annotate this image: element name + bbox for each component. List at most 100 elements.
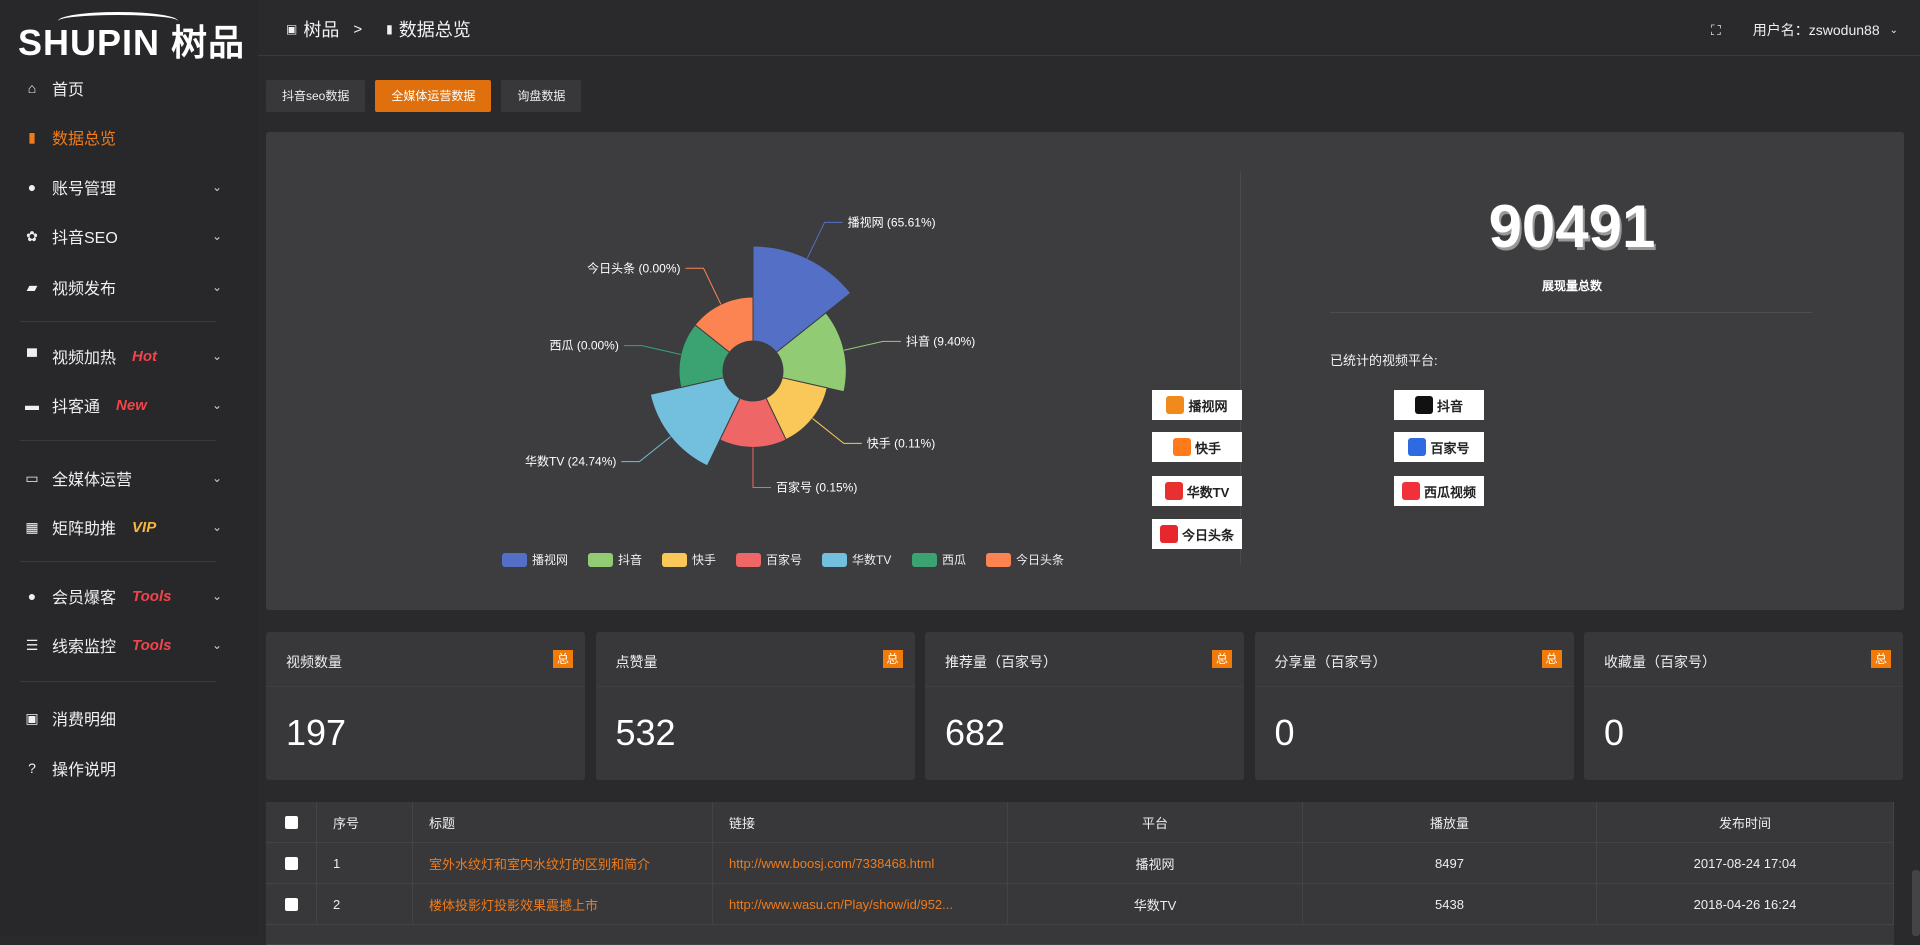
legend-label: 百家号: [766, 552, 802, 567]
row-checkbox[interactable]: [284, 856, 298, 870]
logo[interactable]: SHUPIN 树品: [18, 12, 245, 66]
rose-slice[interactable]: [719, 397, 787, 448]
divider: [1330, 312, 1812, 313]
divider: [20, 681, 216, 682]
legend-swatch: [588, 553, 613, 567]
chevron-down-icon[interactable]: ⌄: [211, 229, 222, 243]
column-header[interactable]: 平台: [1141, 815, 1168, 831]
sidebar-item[interactable]: ▮ 数据总览: [0, 117, 258, 157]
monitor-icon: ▭: [25, 469, 39, 486]
sidebar-item-label: 消费明细: [52, 712, 117, 729]
chevron-down-icon[interactable]: ⌄: [211, 349, 222, 363]
grid-icon: ▦: [25, 518, 39, 535]
sidebar-item[interactable]: ▰ 视频发布 ⌄: [0, 267, 258, 307]
user-menu[interactable]: ⛶ 用户名：zswodun88 ⌄: [1711, 20, 1898, 40]
stat-value: 682: [945, 712, 1006, 753]
chat-icon: ▬: [25, 397, 39, 413]
table-cell: 8497: [1435, 855, 1464, 871]
tab-douyin-seo[interactable]: 抖音seo数据: [266, 80, 366, 112]
sidebar-item[interactable]: ☰ 线索监控 Tools ⌄: [0, 625, 258, 665]
table-header: 序号 标题 链接 平台 播放量 发布时间: [266, 802, 1894, 843]
row-checkbox[interactable]: [284, 815, 298, 829]
sidebar-item[interactable]: ✿ 抖音SEO ⌄: [0, 216, 258, 256]
slice-label: 华数TV (24.74%): [525, 454, 616, 469]
chevron-down-icon[interactable]: ⌄: [211, 589, 222, 603]
bar-chart-icon: ▮: [28, 128, 36, 145]
legend-item[interactable]: 百家号: [736, 552, 802, 567]
breadcrumb-separator: >: [353, 20, 363, 38]
table-cell[interactable]: http://www.wasu.cn/Play/show/id/952...: [729, 896, 953, 912]
scrollbar[interactable]: [1912, 870, 1920, 936]
platform-logo: 西瓜视频: [1394, 476, 1484, 506]
legend-item[interactable]: 今日头条: [986, 552, 1064, 567]
sidebar-item-label: 抖客通: [52, 399, 101, 416]
wallet-icon: ▣: [25, 709, 39, 726]
chevron-down-icon[interactable]: ⌄: [211, 280, 222, 294]
column-header[interactable]: 序号: [333, 815, 360, 831]
table-cell[interactable]: 楼体投影灯投影效果震撼上市: [429, 897, 599, 913]
slice-label: 西瓜 (0.00%): [549, 339, 618, 353]
table-cell: 2: [333, 896, 341, 912]
legend-item[interactable]: 抖音: [588, 552, 642, 567]
chevron-down-icon[interactable]: ⌄: [211, 471, 222, 485]
rose-slice[interactable]: [649, 377, 741, 467]
tab-all-media[interactable]: 全媒体运营数据: [375, 80, 492, 112]
stat-title: 分享量（百家号）: [1274, 654, 1387, 670]
column-header[interactable]: 发布时间: [1718, 815, 1771, 831]
table-cell[interactable]: http://www.boosj.com/7338468.html: [729, 855, 935, 871]
total-badge: 总: [1212, 650, 1232, 668]
rose-slice[interactable]: [775, 312, 847, 393]
sidebar-item-label: 线索监控: [52, 639, 117, 656]
legend-item[interactable]: 播视网: [502, 552, 568, 567]
sidebar-item[interactable]: ▦ 矩阵助推 VIP ⌄: [0, 507, 258, 547]
column-header[interactable]: 播放量: [1429, 815, 1469, 831]
sidebar-item[interactable]: ? 操作说明: [0, 748, 258, 788]
data-tabs: 抖音seo数据 全媒体运营数据 询盘数据: [266, 80, 582, 112]
sidebar-item[interactable]: ⌂ 首页: [0, 68, 258, 108]
sidebar-badge: Hot: [132, 347, 158, 365]
table-cell: 2018-04-26 16:24: [1693, 896, 1797, 912]
chevron-down-icon[interactable]: ⌄: [211, 638, 222, 652]
label-line: [843, 340, 901, 351]
legend-item[interactable]: 华数TV: [822, 552, 891, 567]
stat-card: 视频数量 总 197: [266, 632, 585, 780]
legend-item[interactable]: 快手: [662, 553, 716, 567]
bar-chart-icon: ▮: [386, 22, 393, 36]
rose-slice[interactable]: [694, 296, 754, 353]
table-cell: 播视网: [1135, 856, 1175, 872]
sidebar-item-label: 视频加热: [52, 350, 117, 367]
sidebar-item[interactable]: ▭ 全媒体运营 ⌄: [0, 458, 258, 498]
stat-title: 推荐量（百家号）: [945, 654, 1057, 670]
table-cell[interactable]: 室外水纹灯和室内水纹灯的区别和简介: [429, 856, 651, 872]
rose-slice[interactable]: [752, 245, 852, 353]
sidebar-item[interactable]: ▬ 抖客通 New ⌄: [0, 385, 258, 425]
table-cell: 1: [333, 855, 341, 871]
legend-item[interactable]: 西瓜: [912, 553, 966, 567]
header: ▣ 树品 > ▮ 数据总览 ⛶ 用户名：zswodun88 ⌄: [258, 0, 1920, 56]
chevron-down-icon[interactable]: ⌄: [211, 180, 222, 194]
sidebar-item[interactable]: ▀ 视频加热 Hot ⌄: [0, 336, 258, 376]
username[interactable]: 用户名：zswodun88: [1752, 22, 1880, 38]
rose-slice[interactable]: [678, 324, 731, 389]
legend-swatch: [912, 553, 937, 567]
chevron-down-icon[interactable]: ⌄: [1889, 24, 1898, 36]
total-badge: 总: [1541, 650, 1562, 668]
column-header[interactable]: 链接: [729, 815, 756, 831]
column-header[interactable]: 标题: [429, 815, 456, 831]
row-checkbox[interactable]: [284, 897, 298, 911]
chevron-down-icon[interactable]: ⌄: [211, 520, 222, 534]
sidebar-item[interactable]: ● 账号管理 ⌄: [0, 167, 258, 207]
sidebar-badge: VIP: [132, 518, 157, 536]
legend-swatch: [736, 553, 761, 567]
chevron-down-icon[interactable]: ⌄: [211, 398, 222, 412]
tab-inquiry[interactable]: 询盘数据: [501, 80, 582, 112]
legend-label: 快手: [692, 553, 716, 567]
platform-logo: 播视网: [1152, 390, 1242, 420]
label-line: [752, 447, 771, 488]
sidebar-item[interactable]: ● 会员爆客 Tools ⌄: [0, 576, 258, 616]
sidebar-item[interactable]: ▣ 消费明细: [0, 698, 258, 738]
label-line: [623, 345, 681, 356]
rose-slice[interactable]: [765, 377, 828, 441]
breadcrumb-root[interactable]: 树品: [303, 20, 340, 40]
fullscreen-icon[interactable]: ⛶: [1710, 21, 1721, 38]
